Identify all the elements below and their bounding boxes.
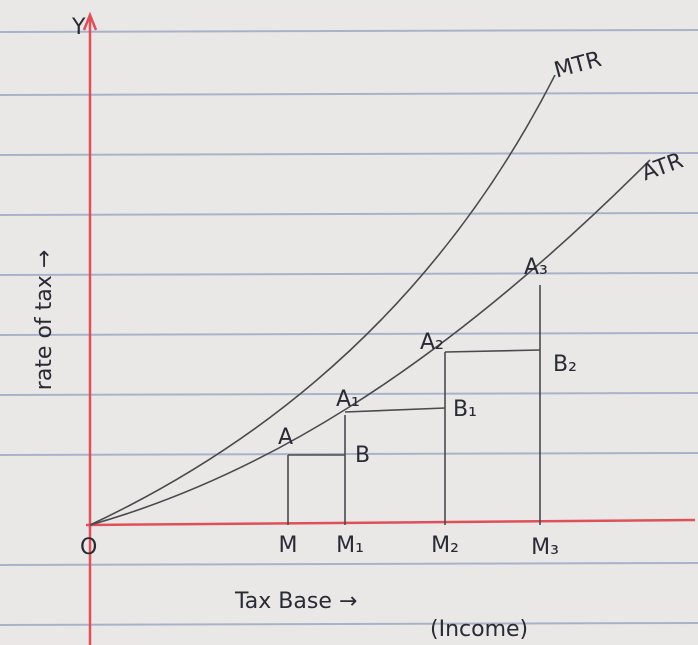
y-axis-label: Y (71, 15, 86, 40)
x-axis (86, 520, 695, 525)
y-axis-title: rate of tax → (32, 250, 57, 390)
diagram: Y O rate of tax → Tax Base → (Income) MT… (0, 0, 698, 645)
guide-lines (288, 285, 540, 525)
x-mark-label: M₁ (336, 533, 364, 558)
point-label: B₁ (453, 397, 477, 422)
point-label: A (278, 425, 293, 450)
x-mark-label: M₂ (431, 533, 459, 558)
mtr-curve (90, 75, 555, 525)
x-mark-label: M (279, 533, 298, 558)
point-label: A₃ (524, 255, 548, 280)
origin-label: O (80, 535, 97, 560)
point-label: B (355, 443, 370, 468)
point-label: A₁ (336, 387, 360, 412)
point-label: A₂ (420, 330, 444, 355)
x-axis-subtitle: (Income) (430, 617, 528, 642)
point-label: B₂ (553, 352, 577, 377)
x-axis-title: Tax Base → (234, 589, 357, 614)
curve-label: MTR (552, 47, 605, 83)
x-mark-label: M₃ (531, 535, 559, 560)
